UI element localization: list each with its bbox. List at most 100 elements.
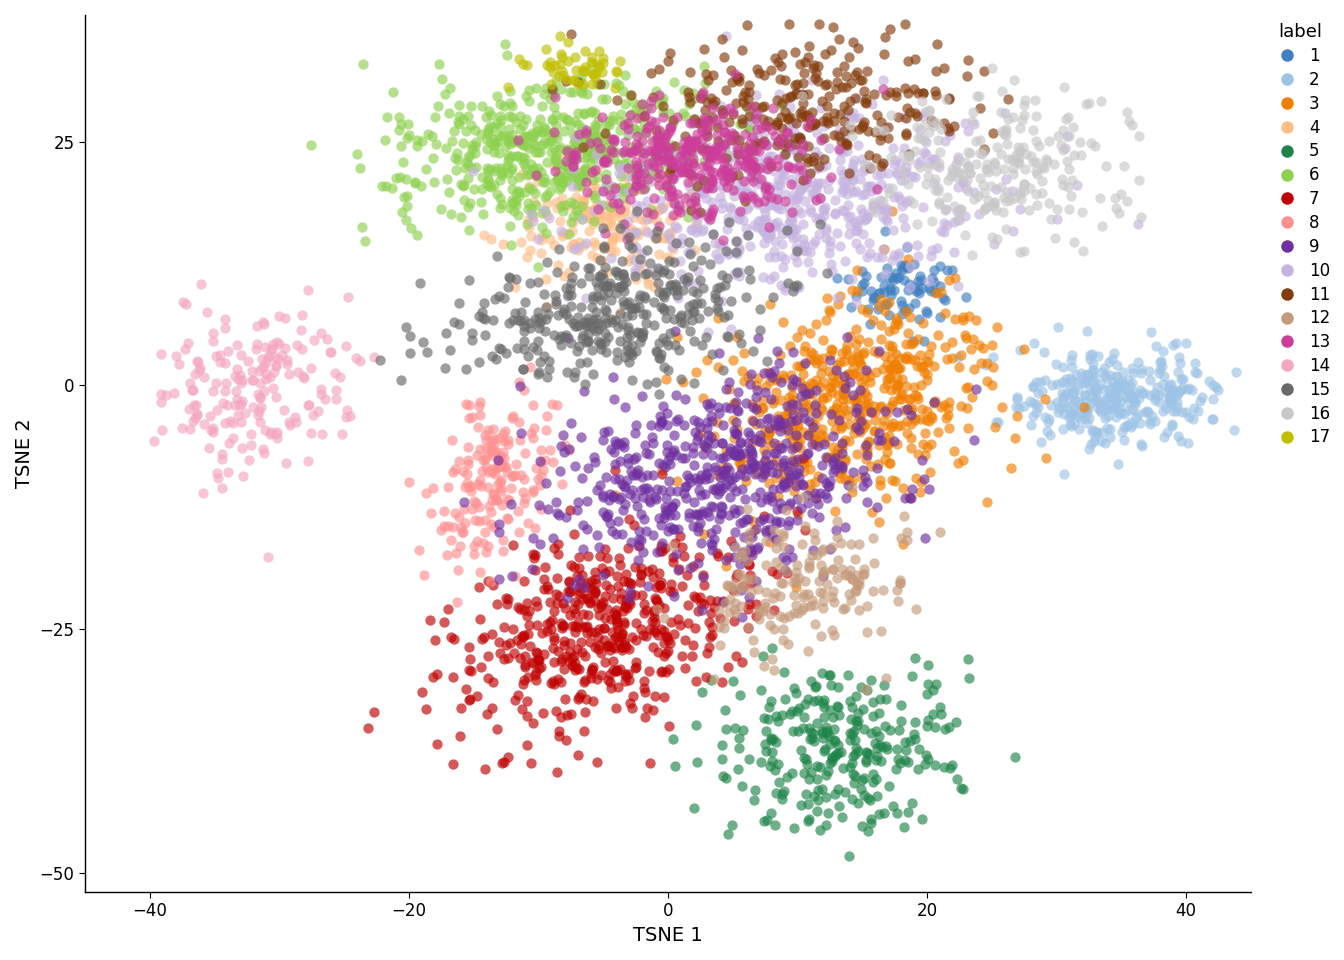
- Point: [614, 399, 636, 415]
- Point: [1007, 154, 1028, 169]
- Point: [569, 172, 590, 187]
- Point: [788, 462, 809, 477]
- Point: [601, 218, 622, 233]
- Point: [586, 77, 607, 92]
- Point: [477, 479, 499, 494]
- Point: [821, 414, 843, 429]
- Point: [836, 144, 857, 159]
- Point: [915, 353, 937, 369]
- Point: [681, 304, 703, 320]
- Point: [711, 32, 732, 47]
- Point: [656, 154, 677, 169]
- Point: [573, 674, 594, 689]
- Point: [805, 191, 827, 206]
- Point: [556, 365, 578, 380]
- Point: [668, 198, 689, 213]
- Point: [933, 397, 954, 413]
- Point: [839, 167, 860, 182]
- Point: [818, 302, 840, 318]
- Point: [1167, 395, 1188, 410]
- Point: [672, 152, 694, 167]
- Point: [622, 688, 644, 704]
- Point: [530, 443, 551, 458]
- Point: [856, 447, 878, 463]
- Point: [1128, 128, 1149, 143]
- Point: [495, 138, 516, 154]
- Point: [532, 174, 554, 189]
- Point: [1091, 94, 1113, 109]
- Point: [782, 187, 804, 203]
- Point: [616, 197, 637, 212]
- Point: [526, 617, 547, 633]
- Point: [671, 164, 692, 180]
- Point: [684, 412, 706, 427]
- Point: [469, 612, 491, 627]
- Point: [534, 86, 555, 102]
- Point: [891, 306, 913, 322]
- Point: [874, 429, 895, 444]
- Point: [746, 220, 767, 235]
- Point: [1056, 129, 1078, 144]
- Point: [563, 560, 585, 575]
- Point: [488, 145, 509, 160]
- Point: [786, 358, 808, 373]
- Point: [661, 153, 683, 168]
- Point: [874, 202, 895, 217]
- Point: [848, 602, 870, 617]
- Point: [852, 462, 874, 477]
- Point: [620, 576, 641, 591]
- Point: [513, 471, 535, 487]
- Point: [1109, 205, 1130, 221]
- Point: [559, 158, 581, 174]
- Point: [637, 276, 659, 292]
- Point: [745, 490, 766, 505]
- Point: [663, 171, 684, 186]
- Point: [496, 346, 517, 361]
- Point: [793, 395, 814, 410]
- Point: [599, 486, 621, 501]
- Point: [969, 132, 991, 148]
- Point: [495, 637, 516, 653]
- Point: [457, 150, 478, 165]
- Point: [587, 621, 609, 636]
- Point: [866, 365, 887, 380]
- Point: [785, 131, 806, 146]
- Point: [586, 57, 607, 72]
- Point: [695, 66, 716, 82]
- Point: [439, 206, 461, 222]
- Point: [653, 624, 675, 639]
- Point: [487, 88, 508, 104]
- Point: [731, 204, 753, 220]
- Point: [559, 155, 581, 170]
- Point: [547, 397, 569, 413]
- Point: [683, 637, 704, 653]
- Point: [887, 370, 909, 385]
- Point: [847, 567, 868, 583]
- Point: [253, 316, 274, 331]
- Point: [788, 419, 809, 434]
- Point: [715, 399, 737, 415]
- Point: [723, 149, 745, 164]
- Point: [609, 306, 630, 322]
- Point: [586, 482, 607, 497]
- Point: [913, 85, 934, 101]
- Point: [1001, 152, 1023, 167]
- Point: [521, 206, 543, 222]
- Point: [587, 43, 609, 59]
- Point: [820, 342, 841, 357]
- Point: [680, 64, 702, 80]
- Point: [823, 594, 844, 610]
- Point: [414, 567, 435, 583]
- Point: [895, 302, 917, 318]
- Point: [497, 437, 519, 452]
- Point: [706, 593, 727, 609]
- Point: [896, 252, 918, 267]
- Point: [628, 142, 649, 157]
- Point: [151, 386, 172, 401]
- Point: [683, 375, 704, 391]
- Point: [546, 157, 567, 173]
- Point: [824, 193, 845, 208]
- Point: [724, 414, 746, 429]
- Point: [913, 145, 934, 160]
- Point: [528, 321, 550, 336]
